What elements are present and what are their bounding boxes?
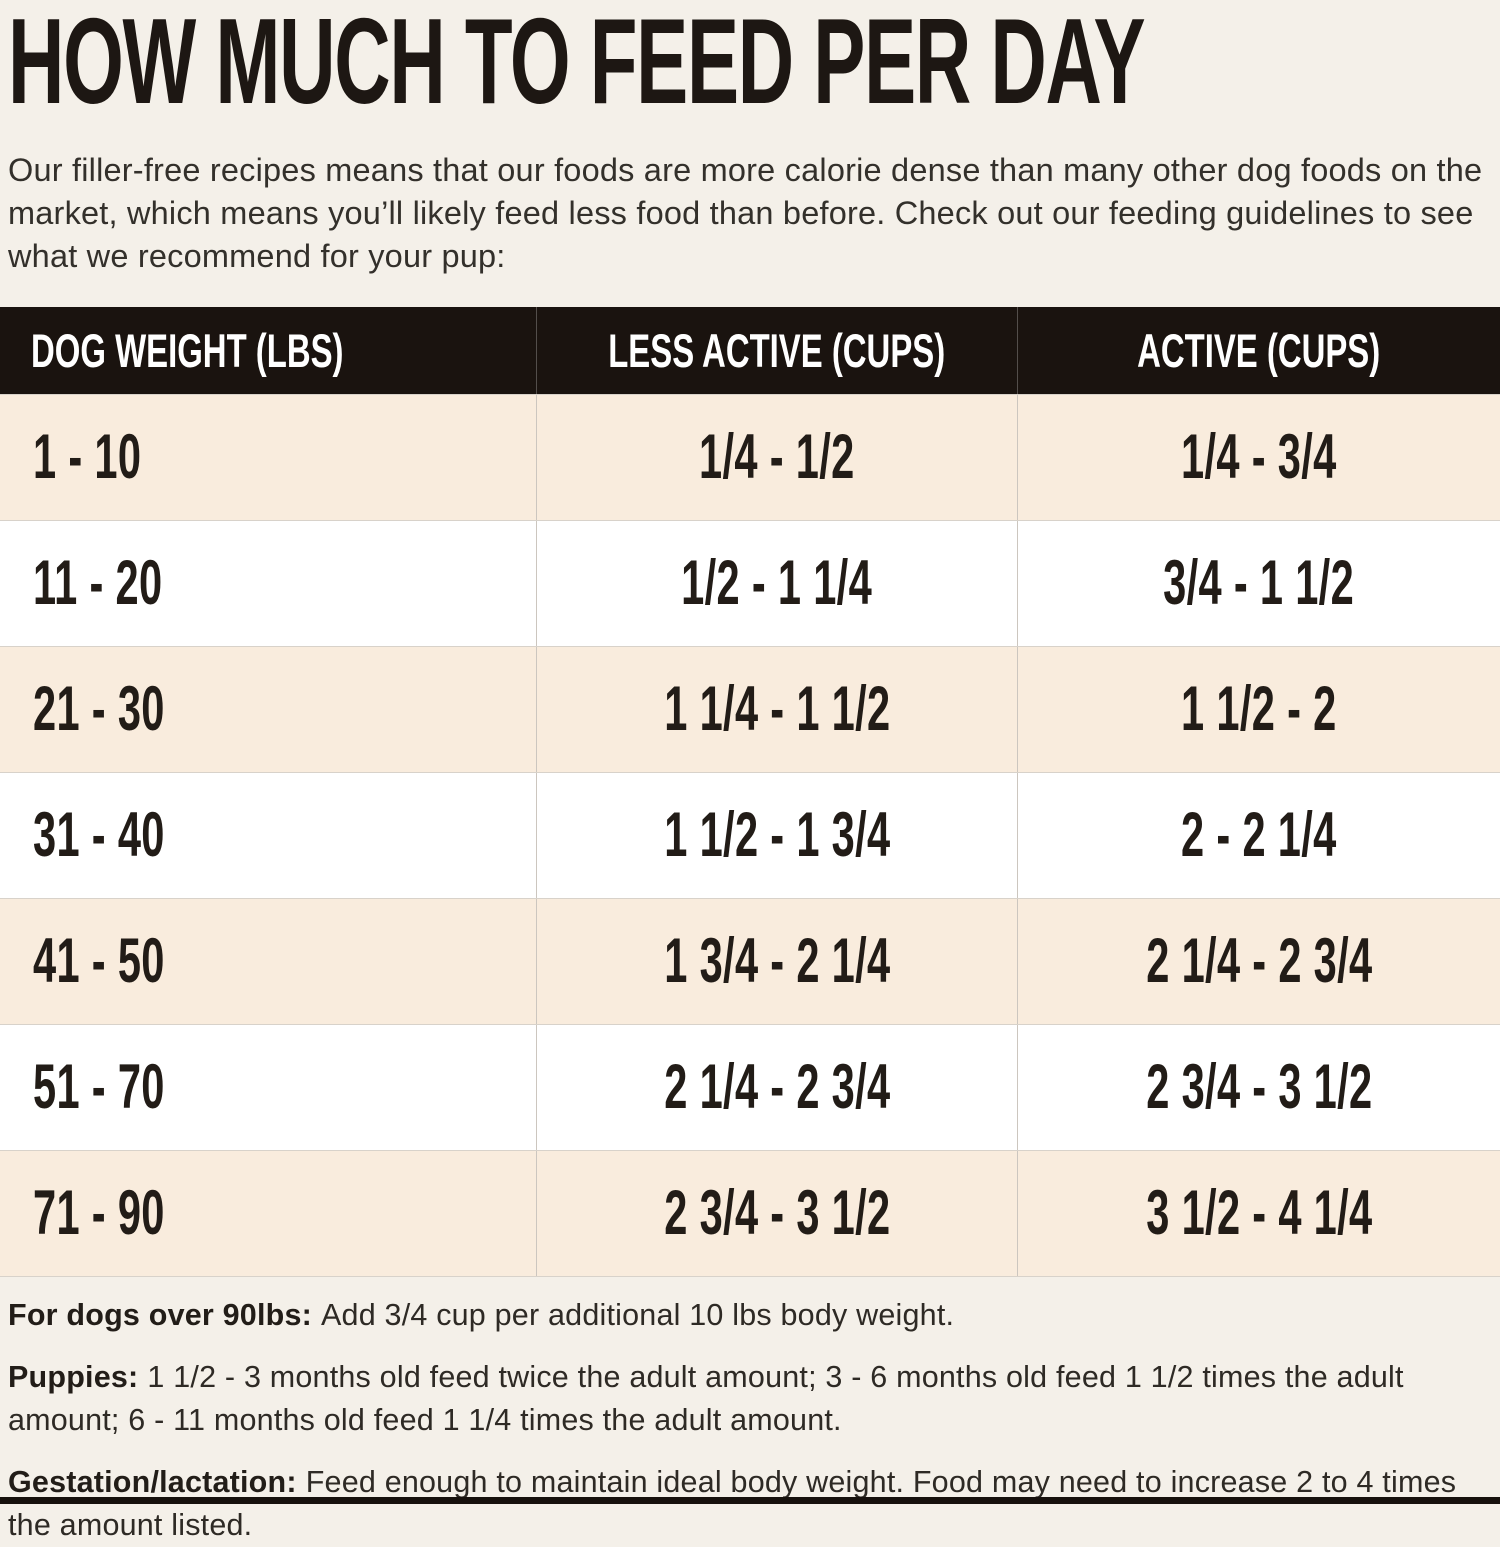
table-header-row: DOG WEIGHT (LBS) LESS ACTIVE (CUPS) ACTI… — [0, 306, 1500, 394]
feeding-table: DOG WEIGHT (LBS) LESS ACTIVE (CUPS) ACTI… — [0, 306, 1500, 1277]
dog-weight-value: 41 - 50 — [33, 926, 165, 997]
cell-active: 2 3/4 - 3 1/2 — [1017, 1024, 1500, 1150]
less-active-value: 2 1/4 - 2 3/4 — [663, 1052, 891, 1123]
cell-less-active: 2 3/4 - 3 1/2 — [536, 1150, 1017, 1276]
active-value: 2 - 2 1/4 — [1181, 800, 1337, 871]
column-header-dog-weight-label: DOG WEIGHT (LBS) — [31, 323, 344, 377]
cell-dog-weight: 41 - 50 — [0, 899, 536, 1024]
cell-dog-weight: 31 - 40 — [0, 773, 536, 898]
note-label: For dogs over 90lbs: — [8, 1297, 312, 1332]
column-header-active-label: ACTIVE (CUPS) — [1137, 323, 1381, 377]
cell-less-active: 1/4 - 1/2 — [536, 394, 1017, 520]
cell-active: 1 1/2 - 2 — [1017, 646, 1500, 772]
cell-dog-weight: 11 - 20 — [0, 521, 536, 646]
dog-weight-value: 1 - 10 — [33, 422, 142, 493]
dog-weight-value: 21 - 30 — [33, 674, 165, 745]
dog-weight-value: 11 - 20 — [33, 548, 163, 619]
dog-weight-value: 51 - 70 — [33, 1052, 165, 1123]
cell-active: 2 - 2 1/4 — [1017, 772, 1500, 898]
cell-dog-weight: 51 - 70 — [0, 1025, 536, 1150]
less-active-value: 1 1/2 - 1 3/4 — [663, 800, 891, 871]
cell-dog-weight: 1 - 10 — [0, 395, 536, 520]
cell-less-active: 1 1/4 - 1 1/2 — [536, 646, 1017, 772]
active-value: 3/4 - 1 1/2 — [1163, 548, 1355, 619]
table-row: 51 - 70 2 1/4 - 2 3/4 2 3/4 - 3 1/2 — [0, 1023, 1500, 1150]
dog-weight-value: 71 - 90 — [33, 1178, 165, 1249]
dog-weight-value: 31 - 40 — [33, 800, 165, 871]
less-active-value: 1 1/4 - 1 1/2 — [663, 674, 891, 745]
less-active-value: 2 3/4 - 3 1/2 — [663, 1178, 891, 1249]
less-active-value: 1 3/4 - 2 1/4 — [663, 926, 891, 997]
note-label: Puppies: — [8, 1359, 139, 1394]
active-value: 2 1/4 - 2 3/4 — [1145, 926, 1373, 997]
less-active-value: 1/4 - 1/2 — [699, 422, 855, 493]
note-over-90lbs: For dogs over 90lbs: Add 3/4 cup per addi… — [8, 1294, 1488, 1337]
column-header-less-active: LESS ACTIVE (CUPS) — [536, 306, 1017, 394]
page-title: HOW MUCH TO FEED PER DAY — [8, 0, 1500, 129]
cell-active: 3/4 - 1 1/2 — [1017, 520, 1500, 646]
note-text: 1 1/2 - 3 months old feed twice the adul… — [8, 1359, 1404, 1437]
bottom-divider-bar — [0, 1497, 1500, 1504]
cell-less-active: 1 3/4 - 2 1/4 — [536, 898, 1017, 1024]
cell-dog-weight: 21 - 30 — [0, 647, 536, 772]
cell-active: 2 1/4 - 2 3/4 — [1017, 898, 1500, 1024]
active-value: 1/4 - 3/4 — [1181, 422, 1337, 493]
less-active-value: 1/2 - 1 1/4 — [681, 548, 873, 619]
note-label: Gestation/lactation: — [8, 1464, 297, 1499]
table-row: 1 - 10 1/4 - 1/2 1/4 - 3/4 — [0, 393, 1500, 520]
column-header-less-active-label: LESS ACTIVE (CUPS) — [608, 323, 946, 377]
cell-less-active: 1/2 - 1 1/4 — [536, 520, 1017, 646]
table-row: 21 - 30 1 1/4 - 1 1/2 1 1/2 - 2 — [0, 645, 1500, 772]
column-header-dog-weight: DOG WEIGHT (LBS) — [0, 307, 536, 394]
cell-active: 1/4 - 3/4 — [1017, 394, 1500, 520]
active-value: 2 3/4 - 3 1/2 — [1145, 1052, 1373, 1123]
table-row: 31 - 40 1 1/2 - 1 3/4 2 - 2 1/4 — [0, 771, 1500, 898]
page-title-text: HOW MUCH TO FEED PER DAY — [8, 0, 1146, 129]
feeding-notes: For dogs over 90lbs: Add 3/4 cup per addi… — [8, 1294, 1488, 1547]
note-text: Add 3/4 cup per additional 10 lbs body w… — [320, 1297, 955, 1332]
table-row: 71 - 90 2 3/4 - 3 1/2 3 1/2 - 4 1/4 — [0, 1149, 1500, 1276]
intro-paragraph: Our filler-free recipes means that our f… — [8, 151, 1483, 274]
active-value: 1 1/2 - 2 — [1181, 674, 1337, 745]
note-text: Feed enough to maintain ideal body weigh… — [8, 1464, 1457, 1542]
cell-less-active: 2 1/4 - 2 3/4 — [536, 1024, 1017, 1150]
column-header-active: ACTIVE (CUPS) — [1017, 306, 1500, 394]
cell-less-active: 1 1/2 - 1 3/4 — [536, 772, 1017, 898]
active-value: 3 1/2 - 4 1/4 — [1145, 1178, 1373, 1249]
cell-dog-weight: 71 - 90 — [0, 1151, 536, 1276]
note-puppies: Puppies: 1 1/2 - 3 months old feed twice … — [8, 1356, 1488, 1442]
note-gestation-lactation: Gestation/lactation: Feed enough to maint… — [8, 1461, 1488, 1547]
cell-active: 3 1/2 - 4 1/4 — [1017, 1150, 1500, 1276]
table-row: 11 - 20 1/2 - 1 1/4 3/4 - 1 1/2 — [0, 519, 1500, 646]
table-row: 41 - 50 1 3/4 - 2 1/4 2 1/4 - 2 3/4 — [0, 897, 1500, 1024]
